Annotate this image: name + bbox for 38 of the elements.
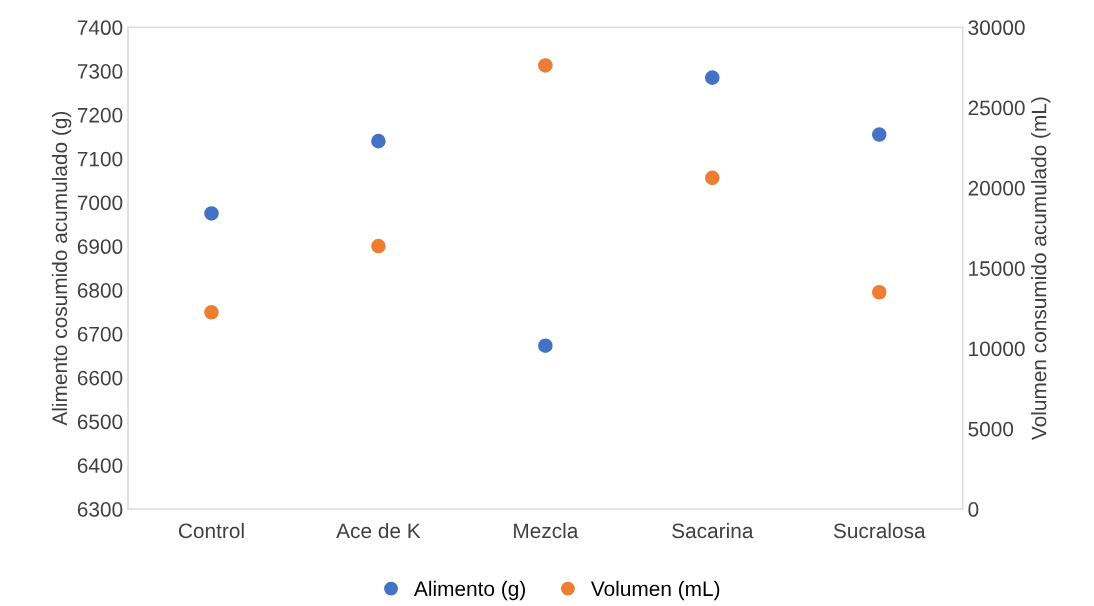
y2-tick-label: 15000 [969, 261, 1025, 276]
y-tick-label: 7000 [77, 195, 123, 211]
y-tick-label: 6600 [77, 370, 123, 386]
point [538, 58, 553, 73]
y-tick-label: 6400 [77, 458, 123, 473]
point [871, 127, 887, 142]
point [871, 284, 887, 300]
point [371, 238, 386, 254]
y-tick-label: 7100 [77, 151, 123, 167]
y2-tick-label: 20000 [968, 180, 1025, 196]
y-axis-title: Alimento cosumido acumulado (g) [51, 111, 72, 426]
legend-label: Volumen (mL) [590, 580, 720, 601]
x-tick-label: Sucralosa [833, 522, 926, 539]
y-tick-label: 6900 [77, 239, 123, 255]
point [705, 170, 720, 186]
y2-tick-label: 0 [968, 502, 979, 517]
point [204, 206, 219, 221]
y-tick-label: 7400 [77, 20, 123, 36]
y-tick-label: 7200 [77, 107, 123, 123]
y-tick-label: 7300 [77, 64, 123, 79]
x-tick-label: Control [178, 522, 244, 539]
point [705, 70, 720, 85]
y2-tick-label: 5000 [968, 421, 1014, 437]
y-tick-label: 6500 [77, 414, 123, 430]
y2-tick-label: 30000 [968, 20, 1025, 36]
y-tick-label: 6700 [77, 326, 123, 342]
y2-tick-label: 10000 [969, 341, 1025, 357]
y-tick-label: 6800 [77, 283, 123, 298]
y-tick-label: 6300 [77, 502, 123, 517]
point [371, 133, 386, 149]
x-tick-label: Sacarina [672, 522, 754, 539]
point [204, 305, 219, 320]
y2-tick-label: 25000 [968, 100, 1025, 116]
legend-label: Alimento (g) [414, 580, 525, 601]
point [538, 338, 553, 353]
x-tick-label: Mezcla [514, 522, 579, 539]
y2-axis-title: Volumen consumido acumulado (mL) [1031, 97, 1051, 441]
x-tick-label: Ace de K [336, 522, 421, 539]
